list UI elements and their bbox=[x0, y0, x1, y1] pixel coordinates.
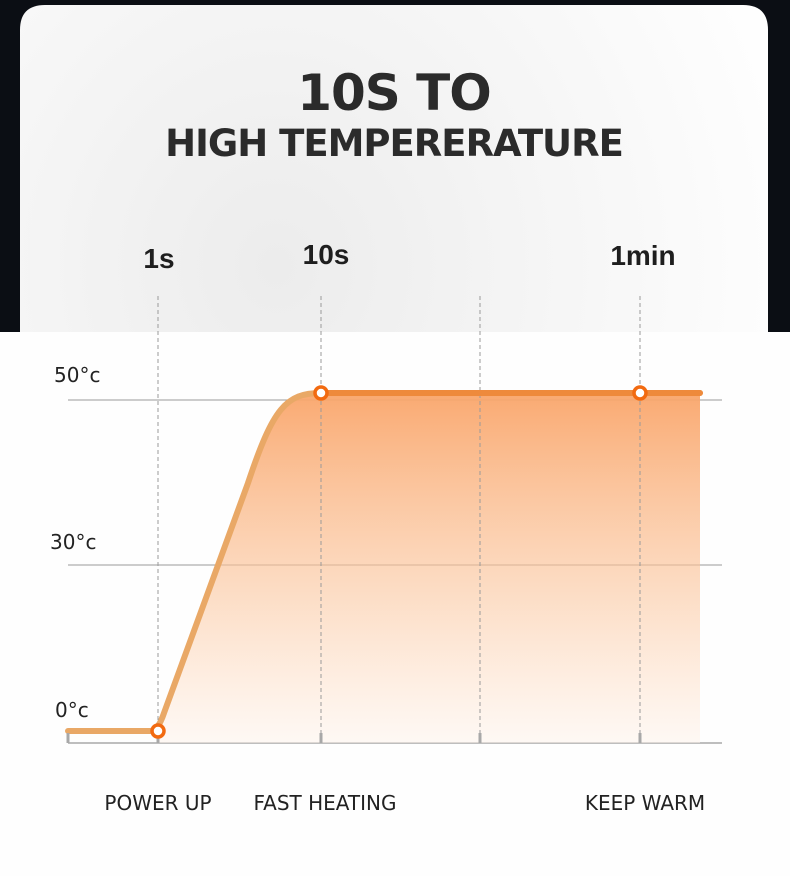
title-line-2: HIGH TEMPERERATURE bbox=[165, 122, 623, 165]
phase-fast-heating: FAST HEATING bbox=[254, 791, 397, 815]
marker-1s bbox=[150, 723, 166, 739]
phase-power-up: POWER UP bbox=[104, 791, 211, 815]
y-label-50: 50°c bbox=[54, 363, 100, 387]
tick-label-1s: 1s bbox=[143, 243, 174, 274]
tick-label-10s: 10s bbox=[303, 239, 350, 270]
y-label-30: 30°c bbox=[50, 530, 96, 554]
phase-keep-warm: KEEP WARM bbox=[585, 791, 705, 815]
markers bbox=[150, 385, 703, 739]
marker-10s bbox=[313, 385, 329, 401]
tick-label-1min: 1min bbox=[610, 240, 675, 271]
y-label-0: 0°c bbox=[55, 698, 89, 722]
time-lines bbox=[66, 296, 642, 743]
title-line-1: 10S TO bbox=[297, 64, 491, 122]
area-fill bbox=[158, 393, 700, 743]
marker-1min bbox=[632, 385, 648, 401]
